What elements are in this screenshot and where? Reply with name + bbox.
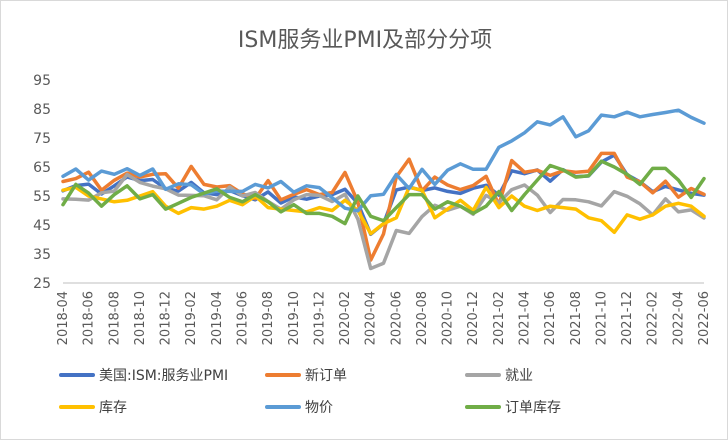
x-tick-label: 2022-02 (646, 291, 661, 345)
x-tick-label: 2021-04 (518, 291, 533, 345)
y-tick-label: 45 (33, 218, 51, 234)
y-tick-label: 35 (33, 247, 51, 263)
x-tick-label: 2019-04 (210, 291, 225, 345)
legend-label: 库存 (99, 400, 127, 416)
legend-item: 库存 (59, 400, 127, 416)
x-tick-label: 2018-12 (159, 291, 174, 345)
x-tick-label: 2020-08 (415, 291, 430, 345)
x-tick-label: 2021-10 (594, 291, 609, 345)
x-tick-label: 2020-12 (466, 291, 481, 345)
legend-item: 新订单 (265, 368, 347, 384)
chart-title: ISM服务业PMI及部分分项 (238, 28, 492, 53)
x-tick-label: 2018-08 (107, 291, 122, 345)
x-tick-label: 2018-06 (82, 291, 97, 345)
x-tick-label: 2019-12 (312, 291, 327, 345)
x-tick-label: 2021-12 (620, 291, 635, 345)
x-tick-label: 2019-10 (287, 291, 302, 345)
x-tick-label: 2020-10 (441, 291, 456, 345)
series-line-5 (61, 108, 706, 213)
x-tick-label: 2018-10 (133, 291, 148, 345)
x-tick-label: 2022-04 (671, 291, 686, 345)
y-tick-label: 75 (33, 131, 51, 147)
legend-label: 物价 (305, 400, 333, 416)
legend-item: 物价 (265, 400, 333, 416)
x-tick-label: 2019-08 (261, 291, 276, 345)
x-tick-label: 2020-02 (338, 291, 353, 345)
legend-label: 美国:ISM:服务业PMI (99, 368, 228, 384)
x-tick-label: 2022-06 (697, 291, 712, 345)
legend-item: 美国:ISM:服务业PMI (59, 368, 228, 384)
y-tick-label: 65 (33, 160, 51, 176)
y-tick-label: 85 (33, 102, 51, 118)
legend-item: 就业 (465, 368, 533, 384)
x-tick-label: 2021-08 (569, 291, 584, 345)
axes: 25 35 45 55 65 75 85 95 2018-04 2018-06 2018-08 201… (33, 73, 712, 345)
y-tick-label: 95 (33, 73, 51, 89)
legend-label: 订单库存 (505, 400, 561, 416)
x-tick-label: 2021-06 (543, 291, 558, 345)
x-tick-label: 2021-02 (492, 291, 507, 345)
x-tick-label: 2019-06 (235, 291, 250, 345)
series-line-3 (61, 172, 706, 271)
series-layer (61, 108, 706, 271)
x-tick-label: 2018-04 (56, 291, 71, 345)
y-tick-label: 55 (33, 189, 51, 205)
x-tick-label: 2020-06 (389, 291, 404, 345)
legend-label: 新订单 (305, 368, 347, 384)
series-line-6 (61, 159, 706, 226)
series-line-2 (61, 151, 706, 262)
legend-item: 订单库存 (465, 400, 561, 416)
x-tick-label: 2020-04 (364, 291, 379, 345)
x-tick-label: 2019-02 (184, 291, 199, 345)
legend-label: 就业 (505, 368, 533, 384)
y-tick-label: 25 (33, 276, 51, 292)
